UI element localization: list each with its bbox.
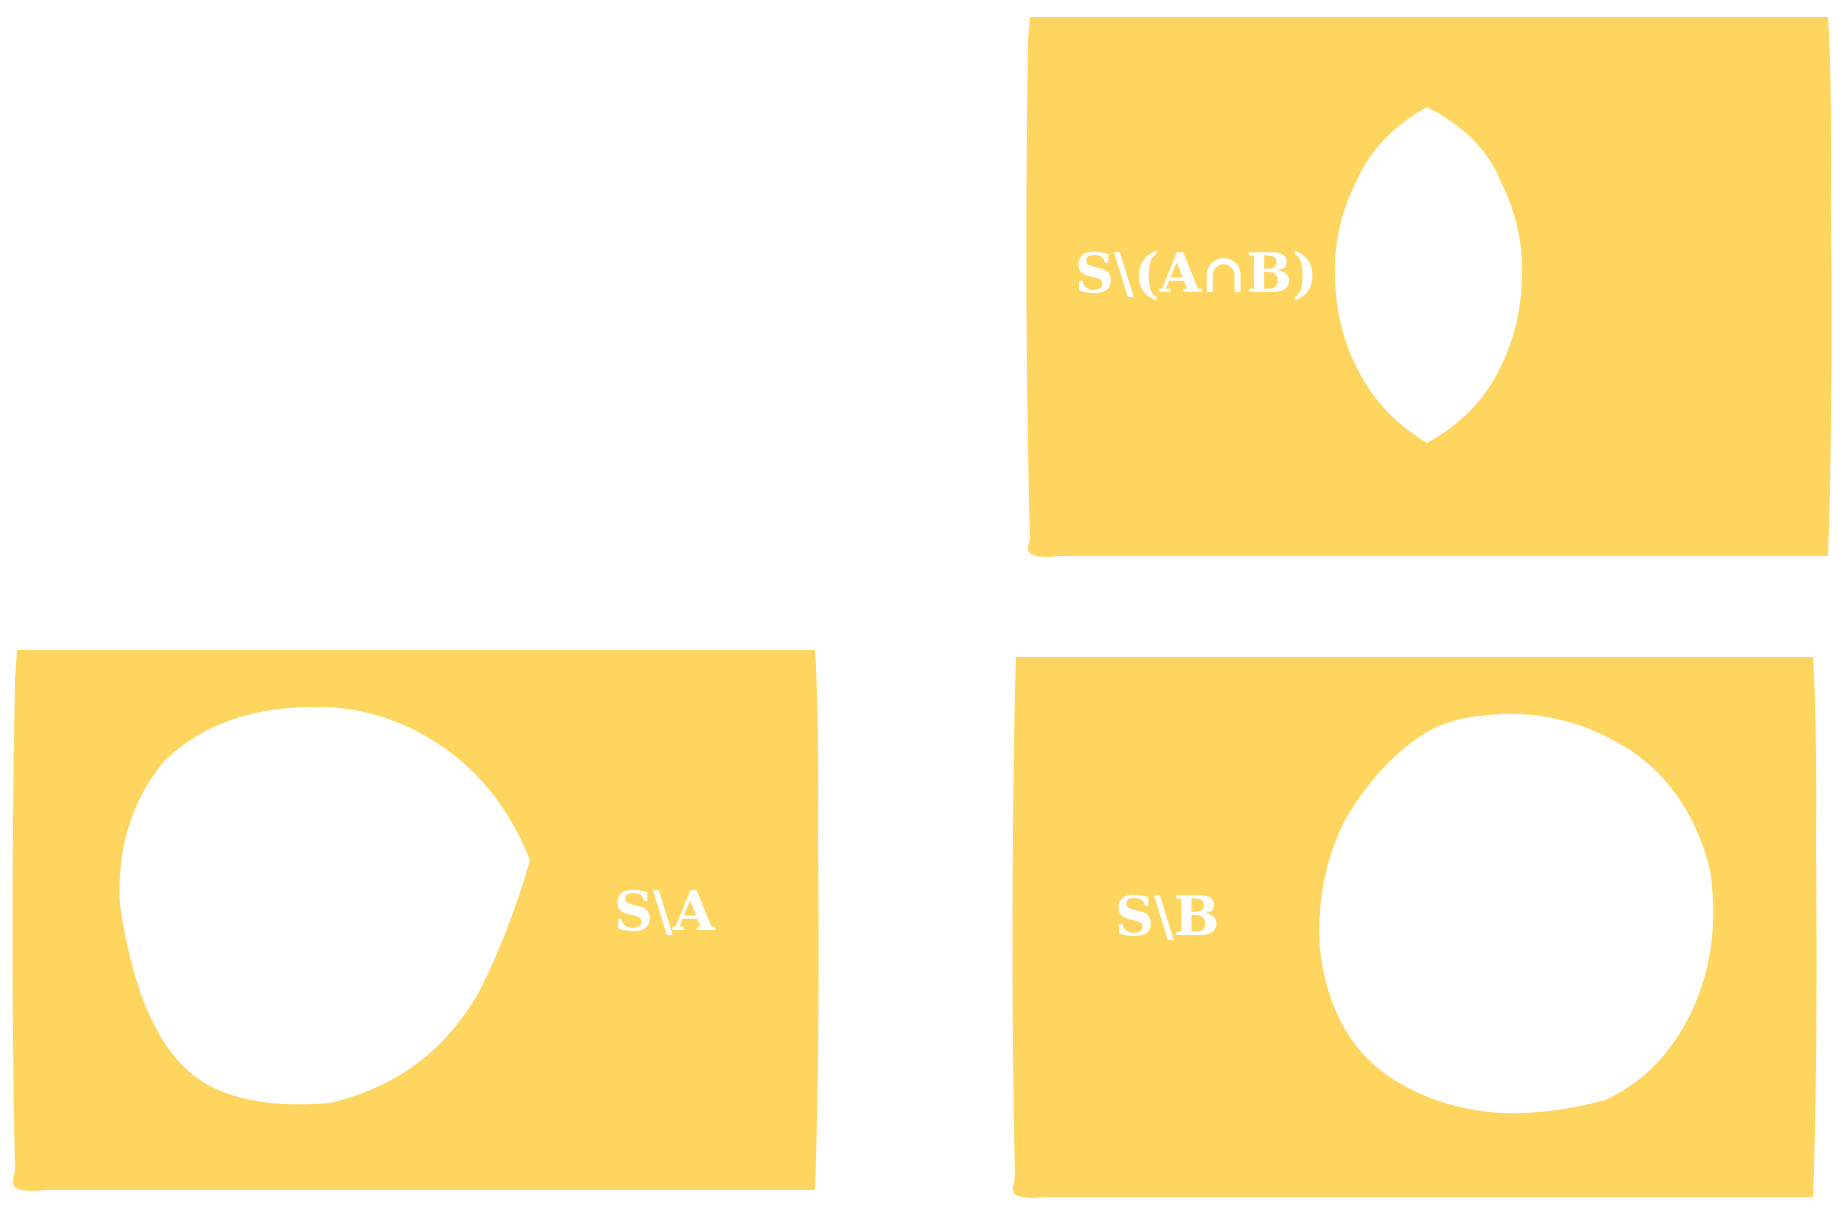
panel-complement-of-b: S\B xyxy=(1012,657,1817,1198)
label-complement-of-a: S\A xyxy=(614,879,716,943)
label-complement-of-b: S\B xyxy=(1115,884,1219,948)
label-complement-of-intersection: S\(A∩B) xyxy=(1075,241,1318,305)
panel-complement-of-a: S\A xyxy=(12,650,819,1191)
panel-background xyxy=(1026,17,1832,557)
panel-complement-of-intersection: S\(A∩B) xyxy=(1026,17,1832,557)
panel-background xyxy=(12,650,819,1191)
panel-background xyxy=(1012,657,1817,1198)
